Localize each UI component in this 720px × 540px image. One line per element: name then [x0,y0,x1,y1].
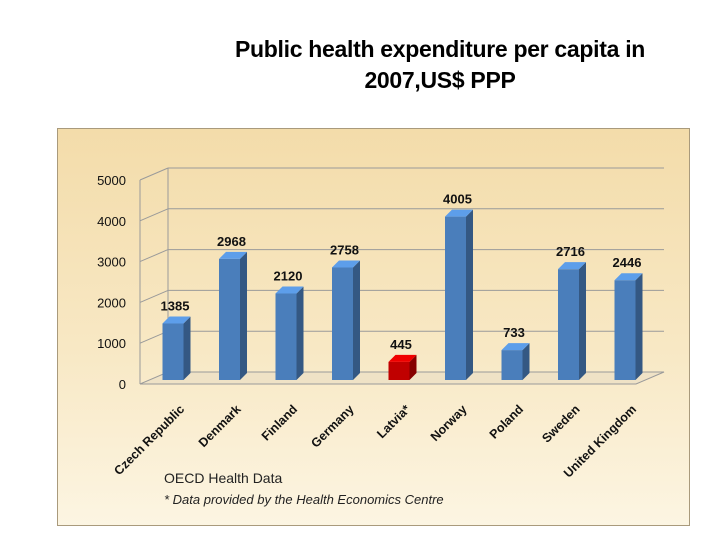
x-tick-label: Denmark [196,402,244,450]
bar-front [332,267,353,380]
bar [332,260,360,380]
x-tick-label: Latvia* [374,402,413,441]
bar-top [614,273,643,281]
x-tick-label: Norway [428,402,470,444]
bar-top [388,354,417,362]
bar-front [162,323,184,380]
gridline-side [139,167,169,181]
y-tick-label: 3000 [97,255,126,270]
data-label: 2716 [556,244,585,259]
bar-side [579,262,586,380]
data-label: 733 [503,325,525,340]
chart-title-line-2: 2007,US$ PPP [364,67,516,93]
gridline-side [139,208,169,222]
bar [219,251,247,380]
bar-front [558,269,579,380]
x-tick-label: Sweden [539,402,582,445]
y-tick-label: 4000 [97,214,126,229]
bar-front [445,216,466,380]
bar [275,286,304,380]
bar-side [353,260,360,380]
bar-top [558,262,586,270]
bar-front [275,293,297,380]
bar [501,343,530,380]
data-label: 2120 [274,269,303,284]
bar-top [275,286,304,294]
bar-side [466,209,473,380]
gridline-side [139,249,169,263]
x-tick-label: Czech Republic [111,402,187,478]
bar-top [445,209,473,217]
source-note: OECD Health Data [164,470,283,486]
bar-top [501,343,530,351]
footnote: * Data provided by the Health Economics … [164,492,444,507]
y-tick-label: 1000 [97,336,126,351]
data-label: 445 [390,337,412,352]
gridline-side [139,289,169,303]
data-label: 2758 [330,242,359,257]
bar [558,262,586,380]
bar [445,209,473,380]
data-label: 4005 [443,192,472,207]
bar [162,316,191,380]
x-tick-label: Poland [487,402,526,441]
bar-top [219,251,247,259]
bar-front [388,361,410,380]
data-label: 2446 [613,255,642,270]
bar-front [501,350,523,380]
y-tick-label: 2000 [97,295,126,310]
bar-side [522,343,530,380]
bar [614,273,643,380]
bar-side [240,251,247,380]
bar-side [635,273,643,380]
bar-top [162,316,191,324]
chart-title-line-1: Public health expenditure per capita in [234,36,646,62]
bar-side [409,354,417,380]
bar-top [332,260,360,268]
bar-side [183,316,191,380]
bar [388,354,417,380]
x-tick-label: Finland [259,402,300,443]
bar-front [614,280,636,380]
y-tick-label: 0 [119,377,126,392]
chart-title: Public health expenditure per capita in … [160,34,720,96]
data-label: 2968 [217,234,246,249]
x-tick-label: Germany [308,402,356,450]
y-tick-label: 5000 [97,173,126,188]
bar-front [219,258,240,380]
bar-side [296,286,304,380]
data-label: 1385 [161,298,190,313]
